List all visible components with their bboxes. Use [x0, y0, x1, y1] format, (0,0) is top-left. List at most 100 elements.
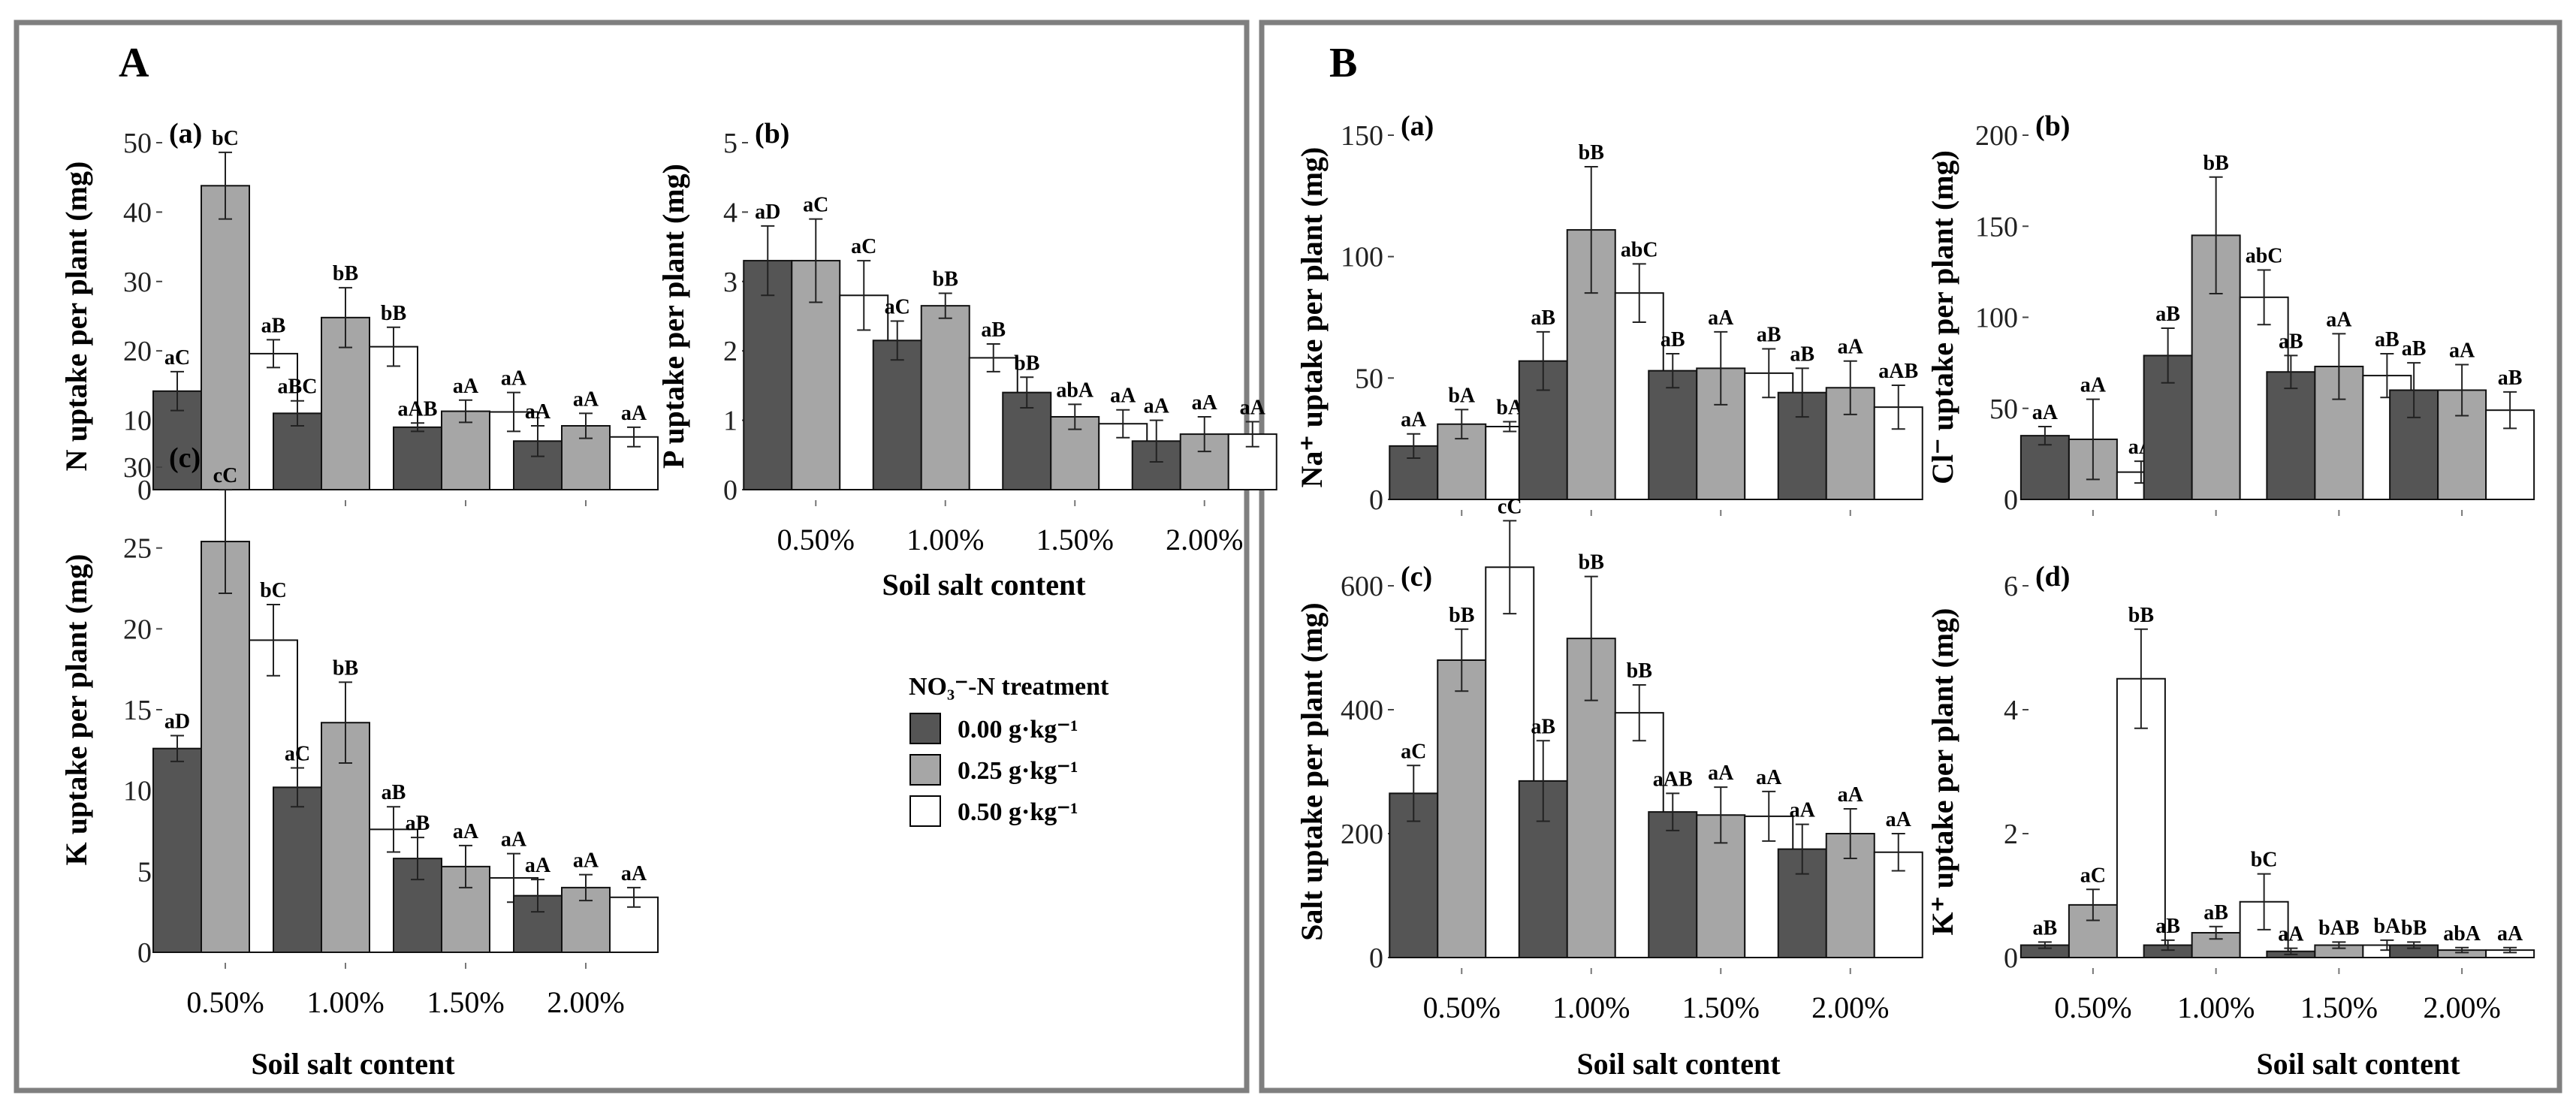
y-tick-label: 0 [1369, 484, 1383, 516]
significance-label: aA [525, 400, 551, 424]
significance-label: aA [501, 367, 527, 391]
panel-a-frame [14, 20, 1250, 1093]
significance-label: aB [2279, 330, 2303, 353]
significance-label: abC [1621, 238, 1658, 261]
x-tick-label: 2.00% [1166, 523, 1243, 556]
bar [273, 786, 322, 953]
y-tick-label: 0 [723, 475, 738, 506]
x-tick-label: 2.00% [1811, 991, 1889, 1024]
x-tick-label: 1.50% [2300, 991, 2378, 1024]
bar [1002, 391, 1052, 491]
x-tick-label: 1.00% [906, 523, 984, 556]
significance-label: aA [621, 402, 647, 425]
significance-label: cC [213, 464, 238, 487]
y-tick-label: 0 [137, 937, 152, 969]
y-axis-title: P uptake per plant (mg) [656, 164, 690, 469]
significance-label: aB [1531, 306, 1555, 330]
y-tick-label: 0 [1369, 943, 1383, 974]
y-tick-label: 2 [2004, 819, 2018, 850]
significance-label: aA [525, 854, 551, 877]
significance-label: aB [1531, 715, 1555, 738]
panel-b-xaxis-title: Soil salt content [1576, 1047, 1781, 1081]
panel-b-d-xaxis-title: Soil salt content [2256, 1047, 2460, 1081]
significance-label: aA [2326, 308, 2352, 331]
significance-label: aA [573, 388, 599, 411]
significance-label: aA [2497, 922, 2523, 946]
significance-label: bB [2401, 916, 2427, 940]
significance-label: bB [2203, 152, 2229, 175]
significance-label: aA [1756, 766, 1782, 789]
significance-label: aA [2032, 401, 2059, 424]
bar [201, 185, 250, 490]
panel-b-letter: B [1329, 40, 1357, 86]
significance-label: aB [2155, 915, 2180, 938]
y-axis-title: K uptake per plant (mg) [59, 554, 93, 866]
bar [1648, 369, 1698, 500]
x-tick-label: 2.00% [2423, 991, 2500, 1024]
significance-label: bB [1579, 551, 1604, 575]
significance-label: aB [2033, 916, 2058, 940]
x-tick-label: 0.50% [777, 523, 855, 556]
chart-a-b: 0 1 2 3 4 5 P uptake per plant (mg) (b) 0.50% aD a… [656, 118, 1277, 556]
bar [872, 339, 922, 490]
significance-label: bB [1449, 604, 1474, 627]
y-tick-label: 0 [2004, 943, 2018, 974]
significance-label: aA [1790, 799, 1816, 822]
chart-b-a: 0 50 100 150 Na⁺ uptake per plant (mg) (a) aA b… [1295, 110, 1923, 516]
y-tick-label: 4 [2004, 695, 2018, 726]
significance-label: bB [2128, 604, 2154, 627]
significance-label: aB [1757, 324, 1781, 347]
y-tick-label: 200 [1975, 120, 2018, 152]
x-tick-label: 1.50% [1682, 991, 1760, 1024]
chart-b-c: 0 200 400 600 Salt uptake per plant (mg) (c) 0… [1295, 495, 1923, 1024]
significance-label: bB [1014, 351, 1039, 375]
y-tick-label: 50 [123, 128, 152, 159]
legend-label-2: 0.50 g·kg⁻¹ [958, 798, 1078, 826]
x-tick-label: 1.50% [427, 985, 504, 1019]
y-tick-label: 25 [123, 533, 152, 565]
significance-label: aA [1708, 306, 1734, 330]
significance-label: aA [1708, 762, 1734, 785]
significance-label: aA [453, 820, 479, 843]
chart-a-a: 0 10 20 30 40 50 N uptake per plant (mg) (a) aC b… [59, 118, 659, 506]
significance-label: bB [333, 656, 358, 680]
significance-label: aA [1838, 783, 1864, 807]
significance-label: aB [2375, 328, 2400, 351]
significance-label: abA [2443, 922, 2481, 946]
significance-label: aA [573, 849, 599, 873]
significance-label: aD [164, 710, 190, 733]
y-tick-label: 15 [123, 695, 152, 726]
significance-label: bC [2251, 849, 2278, 872]
significance-label: aA [1240, 396, 1266, 419]
significance-label: aAB [1878, 360, 1918, 383]
panel-b-frame [1259, 20, 2562, 1093]
subplot-label: (c) [1401, 561, 1432, 593]
y-tick-label: 200 [1341, 819, 1383, 850]
significance-label: bA [2373, 915, 2401, 938]
y-tick-label: 1 [723, 406, 738, 437]
significance-label: aC [2080, 864, 2106, 887]
y-tick-label: 3 [723, 267, 738, 298]
subplot-label: (c) [169, 442, 201, 474]
significance-label: cC [1498, 495, 1522, 518]
legend-label-0: 0.00 g·kg⁻¹ [958, 716, 1078, 744]
bar [393, 426, 442, 491]
y-tick-label: 150 [1341, 120, 1383, 152]
x-tick-label: 1.00% [2177, 991, 2255, 1024]
significance-label: aA [1192, 391, 1218, 415]
significance-label: aC [803, 194, 828, 217]
y-tick-label: 50 [1355, 363, 1383, 394]
significance-label: aB [2402, 337, 2427, 360]
significance-label: aAB [398, 397, 438, 421]
y-tick-label: 10 [123, 406, 152, 437]
panel-a-b-xaxis-title: Soil salt content [882, 568, 1086, 602]
subplot-label: (b) [755, 118, 789, 149]
legend-title: NO₃⁻-N treatment [909, 673, 1109, 701]
y-tick-label: 5 [137, 856, 152, 888]
y-axis-title: Salt uptake per plant (mg) [1295, 602, 1329, 940]
bar [201, 541, 250, 953]
significance-label: bB [1579, 141, 1604, 164]
significance-label: aC [885, 295, 910, 318]
